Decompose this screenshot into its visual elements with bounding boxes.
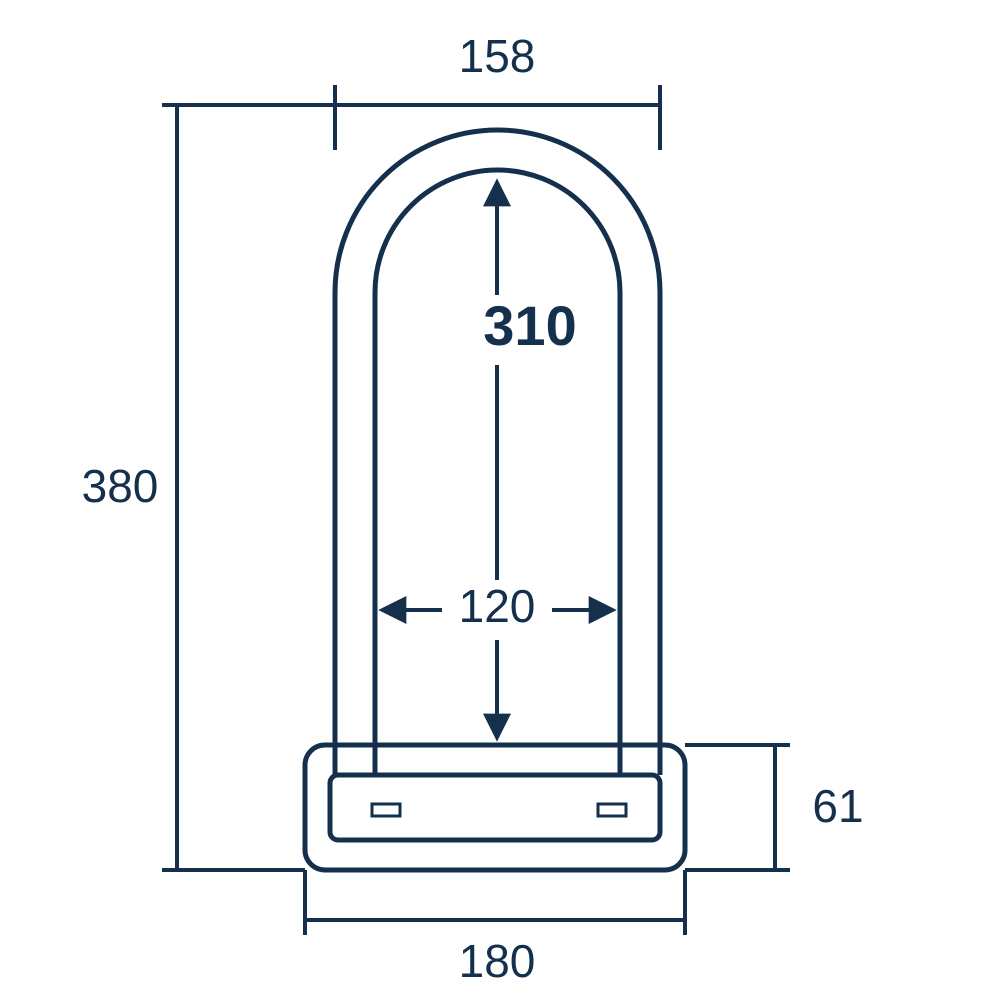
label-top-width: 158 (459, 30, 536, 82)
label-bottom-width: 180 (459, 935, 536, 987)
label-body-height: 61 (812, 780, 863, 832)
label-inner-width: 120 (459, 580, 536, 632)
label-inner-height: 310 (483, 294, 576, 357)
ulock-dimension-diagram: 158 380 310 120 61 180 (0, 0, 1000, 1000)
label-left-height: 380 (82, 460, 159, 512)
